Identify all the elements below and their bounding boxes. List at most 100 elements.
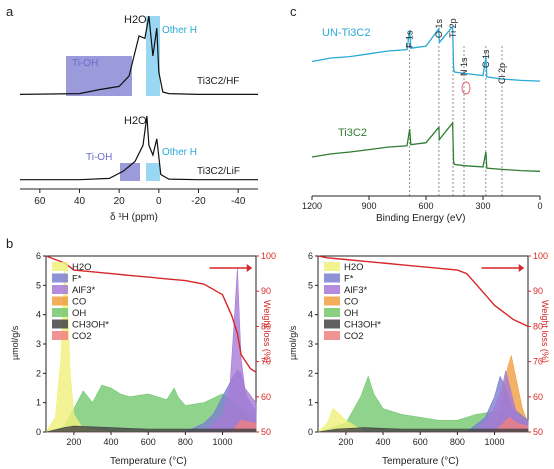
panel-c-letter: c <box>290 4 297 19</box>
y2-tick-label: 100 <box>261 251 276 261</box>
legend-swatch <box>52 262 68 271</box>
legend-label: CH3OH* <box>344 320 381 331</box>
legend-swatch <box>52 308 68 317</box>
y2label-left-chart: Weight loss (%) <box>262 300 272 363</box>
nmr-spectrum-lif <box>20 115 258 181</box>
peak-label: F 1s <box>405 30 415 48</box>
xps-spectrum-un-ti3c2 <box>311 24 541 82</box>
sample-label-ti3c2: Ti3C2 <box>338 127 367 139</box>
weight-loss-line <box>317 255 529 328</box>
sample-label-hf: Ti3C2/HF <box>197 76 239 87</box>
y2-tick-label: 90 <box>533 286 543 296</box>
tpd-chart-right: 0 1 2 3 4 5 6 50 60 70 80 90 100 200 400 600 800 1000 H2OF… <box>308 251 548 447</box>
y-tick-label: 5 <box>308 280 313 290</box>
otherh-label-top: Other H <box>162 25 197 36</box>
legend-label: CO <box>72 297 86 308</box>
weight-axis-arrowhead <box>518 264 525 272</box>
x-tick-label: 600 <box>141 437 156 447</box>
legend-label: CO2 <box>72 331 92 342</box>
y-tick-label: 6 <box>308 251 313 261</box>
legend-label: F* <box>72 274 82 285</box>
panel-b-letter: b <box>6 236 13 251</box>
xps-spectrum-ti3c2 <box>311 121 541 172</box>
legend-swatch <box>52 273 68 283</box>
y2-tick-label: 70 <box>261 357 271 367</box>
ylabel-left-chart: µmol/g/s <box>10 325 20 360</box>
a-tick-label: -20 <box>191 196 206 207</box>
legend-swatch <box>324 285 340 294</box>
y-tick-label: 5 <box>36 280 41 290</box>
peak-label: C 1s <box>481 49 491 68</box>
a-tick-label: 0 <box>156 196 162 207</box>
x-tick-label: 400 <box>376 437 391 447</box>
weight-axis-arrowhead <box>246 264 253 272</box>
y-tick-label: 1 <box>36 398 41 408</box>
peak-label: N 1s <box>459 57 469 76</box>
a-tick-label: 40 <box>74 196 86 207</box>
y2-tick-label: 50 <box>533 427 543 437</box>
x-tick-label: 800 <box>450 437 465 447</box>
xlabel-right-chart: Temperature (°C) <box>382 456 459 467</box>
xlabel-left-chart: Temperature (°C) <box>110 456 187 467</box>
sample-label-un-ti3c2: UN-Ti3C2 <box>322 27 371 39</box>
y-tick-label: 6 <box>36 251 41 261</box>
peak-label: Ti 2p <box>448 18 458 38</box>
legend-swatch <box>324 262 340 271</box>
h2o-label-bottom: H2O <box>124 115 147 127</box>
legend-swatch <box>324 273 340 283</box>
panel-a-xlabel: δ ¹H (ppm) <box>110 212 158 223</box>
otherh-label-bottom: Other H <box>162 147 197 158</box>
x-tick-label: 600 <box>413 437 428 447</box>
x-tick-label: 200 <box>66 437 81 447</box>
a-tick-label: -40 <box>231 196 246 207</box>
y-tick-label: 1 <box>308 398 313 408</box>
tioh-box-bottom <box>120 163 140 181</box>
c-tick-label: 1200 <box>302 201 322 211</box>
legend-label: AlF3* <box>344 285 368 296</box>
otherh-box-bottom <box>146 163 160 181</box>
legend-label: H2O <box>344 262 364 273</box>
panel-a: a H2O Ti-OH Other H Ti3C2/HF H2O Ti-OH O… <box>6 4 258 223</box>
x-tick-label: 200 <box>338 437 353 447</box>
panel-a-letter: a <box>6 4 14 19</box>
x-tick-label: 800 <box>178 437 193 447</box>
peak-label: O 1s <box>434 18 444 38</box>
legend-swatch <box>324 331 340 340</box>
peak-guide-lines <box>409 46 503 196</box>
h2o-label-top: H2O <box>124 14 147 26</box>
y2-tick-label: 80 <box>261 321 271 331</box>
y-tick-label: 2 <box>308 368 313 378</box>
legend-swatch <box>52 319 68 329</box>
y-tick-label: 3 <box>36 339 41 349</box>
y2-tick-label: 80 <box>533 321 543 331</box>
nmr-spectrum-hf <box>19 15 258 95</box>
legend-swatch <box>52 296 68 306</box>
legend-label: OH <box>72 308 86 319</box>
y-tick-label: 3 <box>308 339 313 349</box>
a-tick-label: 20 <box>114 196 126 207</box>
c-tick-label: 900 <box>361 201 376 211</box>
y2-tick-label: 90 <box>261 286 271 296</box>
a-tick-label: 60 <box>34 196 46 207</box>
legend-label: AlF3* <box>72 285 96 296</box>
panel-a-x-ticks: 60 40 20 0 -20 -40 <box>34 189 246 207</box>
legend-label: OH <box>344 308 358 319</box>
n1s-highlight <box>461 81 471 95</box>
y-tick-label: 2 <box>36 368 41 378</box>
legend-swatch <box>52 285 68 294</box>
y-tick-label: 0 <box>308 427 313 437</box>
legend-label: CH3OH* <box>72 320 109 331</box>
c-tick-label: 600 <box>418 201 433 211</box>
tioh-label-bottom: Ti-OH <box>86 152 112 163</box>
legend-label: CO2 <box>344 331 364 342</box>
legend-label: H2O <box>72 262 92 273</box>
area-alf3 <box>46 267 257 433</box>
y2-tick-label: 50 <box>261 427 271 437</box>
x-tick-label: 400 <box>104 437 119 447</box>
tioh-label-top: Ti-OH <box>72 58 98 69</box>
x-tick-label: 1000 <box>485 437 505 447</box>
tpd-chart-left: 0 1 2 3 4 5 6 50 60 70 80 90 100 200 400 600 800 1000 H2OF… <box>36 251 276 447</box>
panel-c: c UN-Ti3C2 Ti3C2 F 1s O 1s Ti 2p N 1s C 1s Cl… <box>290 4 543 224</box>
